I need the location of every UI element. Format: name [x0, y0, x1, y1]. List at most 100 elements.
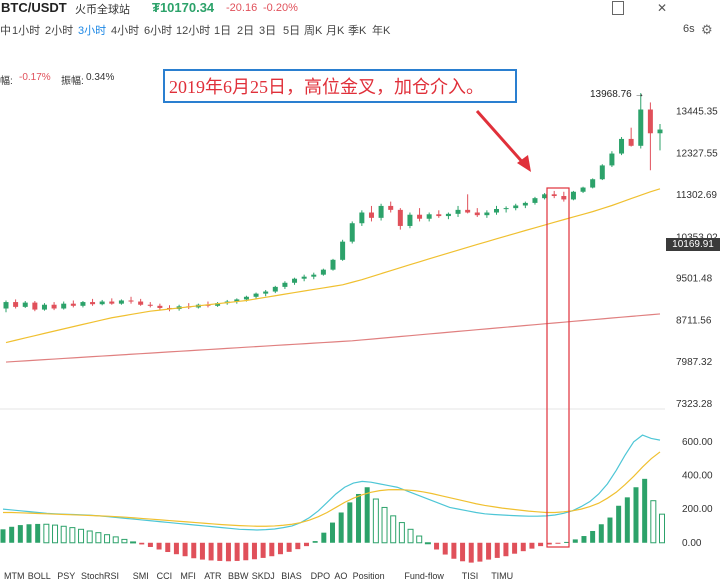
candle-body: [80, 302, 86, 306]
macd-histogram-bar: [303, 542, 309, 547]
gear-icon[interactable]: ⚙: [701, 22, 713, 37]
candle-body: [513, 205, 519, 209]
macd-histogram-bar: [182, 542, 188, 557]
tab-indicator[interactable]: DPO: [310, 571, 331, 581]
candle-body: [551, 194, 557, 197]
tab-timeframe[interactable]: 月K: [326, 25, 345, 37]
tab-timeframe[interactable]: 1日: [214, 25, 232, 37]
candle-body: [426, 214, 432, 219]
tab-indicator[interactable]: CCI: [156, 571, 173, 581]
macd-histogram-bar: [529, 542, 535, 549]
tab-indicator[interactable]: SMI: [132, 571, 149, 581]
tab-indicator[interactable]: Position: [352, 571, 385, 581]
candle-body: [619, 138, 625, 154]
macd-histogram-bar: [52, 524, 59, 544]
candle-body: [118, 300, 124, 304]
tab-timeframe[interactable]: 6小时: [144, 25, 173, 37]
candle-body: [378, 205, 384, 218]
pair-title[interactable]: BTC/USDT: [1, 0, 67, 15]
candle-body: [215, 303, 221, 306]
tab-timeframe[interactable]: 中: [0, 25, 11, 37]
candle-body: [570, 191, 576, 200]
candle-body: [320, 269, 326, 275]
macd-histogram-bar: [17, 525, 23, 543]
tab-timeframe[interactable]: 5日: [283, 25, 301, 37]
tab-indicator[interactable]: BBW: [228, 571, 249, 581]
tab-indicator[interactable]: SKDJ: [251, 571, 275, 581]
macd-histogram-bar: [269, 542, 275, 557]
tab-timeframe[interactable]: 3日: [259, 25, 277, 37]
macd-histogram-bar: [624, 497, 630, 543]
refresh-interval-button[interactable]: 6s: [683, 23, 695, 35]
macd-histogram-bar: [564, 541, 570, 543]
annotation-box: [163, 69, 517, 103]
candle-body: [32, 302, 38, 310]
macd-histogram-bar: [659, 513, 665, 544]
candle-body: [494, 208, 499, 213]
candle-body: [465, 209, 471, 213]
candle-body: [330, 259, 336, 270]
tab-timeframe[interactable]: 季K: [348, 25, 367, 37]
macd-histogram-bar: [590, 530, 596, 543]
price-change-pct: -0.20%: [263, 2, 298, 14]
price-change: -20.16: [226, 2, 258, 14]
macd-histogram-bar: [546, 542, 552, 545]
tab-timeframe[interactable]: 2日: [237, 25, 255, 37]
current-price-tag: 10169.91: [666, 238, 720, 251]
candle-body: [388, 205, 394, 210]
ma-line: [5, 188, 661, 344]
tab-indicator[interactable]: Fund-flow: [404, 571, 444, 581]
macd-histogram-bar: [468, 542, 474, 563]
price-tick-label: 7987.32: [676, 357, 713, 368]
price-tick-label: 7323.28: [676, 399, 713, 410]
macd-histogram-bar: [407, 528, 414, 544]
annotation-text: 2019年6月25日，高位金叉，加仓介入。: [169, 77, 484, 97]
tab-indicator[interactable]: PSY: [57, 571, 76, 581]
candle-body: [542, 194, 548, 199]
macd-histogram-bar: [199, 542, 205, 560]
macd-histogram-bar: [69, 527, 76, 544]
macd-histogram-bar: [26, 524, 32, 543]
macd-histogram-bar: [642, 478, 648, 543]
document-icon[interactable]: [612, 1, 624, 15]
macd-histogram-bar: [234, 542, 240, 561]
tab-timeframe[interactable]: 3小时: [78, 25, 107, 37]
macd-histogram-bar: [295, 542, 301, 550]
moving-average-lines: [5, 188, 661, 363]
tab-timeframe[interactable]: 12小时: [176, 25, 211, 37]
macd-tick-label: 400.00: [682, 470, 713, 481]
tab-indicator[interactable]: MFI: [180, 571, 196, 581]
tab-indicator[interactable]: BOLL: [27, 571, 51, 581]
tab-indicator[interactable]: BIAS: [281, 571, 302, 581]
macd-histogram-bar: [330, 522, 335, 543]
macd-histogram-bar: [321, 532, 327, 543]
candle-body: [397, 209, 403, 226]
tab-timeframe[interactable]: 2小时: [45, 25, 74, 37]
macd-histogram-bar: [251, 542, 257, 560]
tab-indicator[interactable]: TISI: [461, 571, 479, 581]
macd-histogram-bar: [607, 517, 613, 543]
macd-tick-label: 0.00: [682, 538, 702, 549]
macd-histogram-bar: [165, 542, 171, 553]
close-icon[interactable]: ✕: [657, 1, 668, 15]
macd-histogram-bar: [633, 487, 639, 543]
candle-body: [532, 198, 538, 203]
tab-timeframe[interactable]: 周K: [304, 25, 323, 37]
candle-body: [157, 305, 163, 308]
tab-indicator[interactable]: ATR: [204, 571, 222, 581]
macd-histogram-bar: [225, 542, 231, 562]
candle-body: [340, 241, 346, 260]
tab-indicator[interactable]: MTM: [4, 571, 25, 581]
tab-indicator[interactable]: TIMU: [491, 571, 514, 581]
tab-timeframe[interactable]: 4小时: [111, 25, 140, 37]
tab-timeframe[interactable]: 1小时: [12, 25, 41, 37]
tab-indicator[interactable]: AO: [334, 571, 348, 581]
tab-timeframe[interactable]: 年K: [372, 25, 391, 37]
price-tick-label: 11302.69: [676, 190, 717, 201]
tab-indicator[interactable]: StochRSI: [81, 571, 120, 581]
macd-histogram-bar: [477, 542, 483, 562]
candle-body: [263, 291, 269, 294]
macd-histogram-bar: [442, 542, 448, 555]
candle-body: [647, 109, 653, 134]
